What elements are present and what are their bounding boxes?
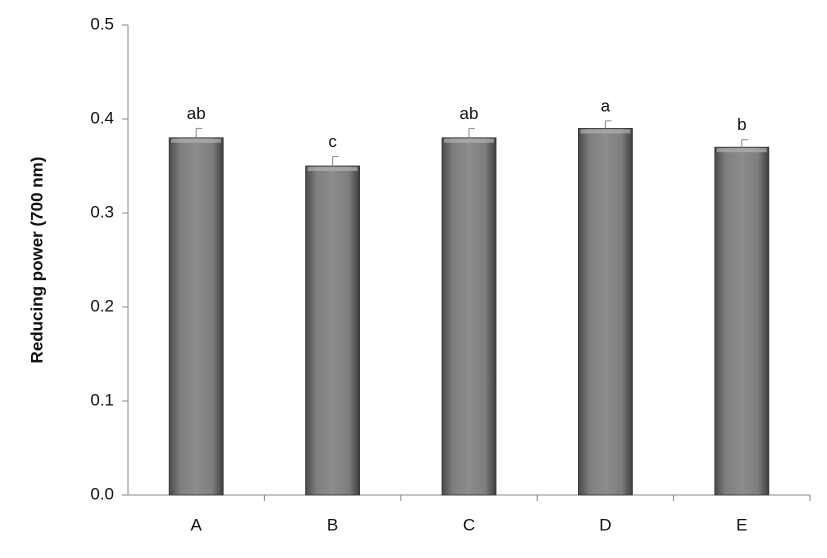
annotation: c xyxy=(328,132,337,151)
bar xyxy=(305,165,361,496)
bar-top xyxy=(444,138,494,143)
y-axis-label: Reducing power (700 nm) xyxy=(27,157,46,364)
y-tick-label: 0.5 xyxy=(90,14,114,33)
annotation: b xyxy=(737,115,746,134)
bar xyxy=(714,146,770,496)
x-tick-label: C xyxy=(463,515,475,534)
y-tick-label: 0.2 xyxy=(90,296,114,315)
bar-top xyxy=(580,129,631,134)
annotation: a xyxy=(601,96,611,115)
x-tick-label: A xyxy=(191,515,203,534)
x-tick-label: D xyxy=(599,515,611,534)
annotation: ab xyxy=(187,104,206,123)
y-tick-label: 0.3 xyxy=(90,202,114,221)
y-tick-label: 0.0 xyxy=(90,484,114,503)
x-tick-label: E xyxy=(736,515,747,534)
y-tick-label: 0.4 xyxy=(90,108,114,127)
bar-top xyxy=(716,148,767,153)
bar-top xyxy=(307,167,358,171)
annotation: ab xyxy=(460,104,479,123)
bar-top xyxy=(171,138,222,143)
bar xyxy=(168,137,224,496)
bar xyxy=(578,127,633,496)
bar xyxy=(441,137,497,496)
y-tick-label: 0.1 xyxy=(90,390,114,409)
x-tick-label: B xyxy=(327,515,338,534)
